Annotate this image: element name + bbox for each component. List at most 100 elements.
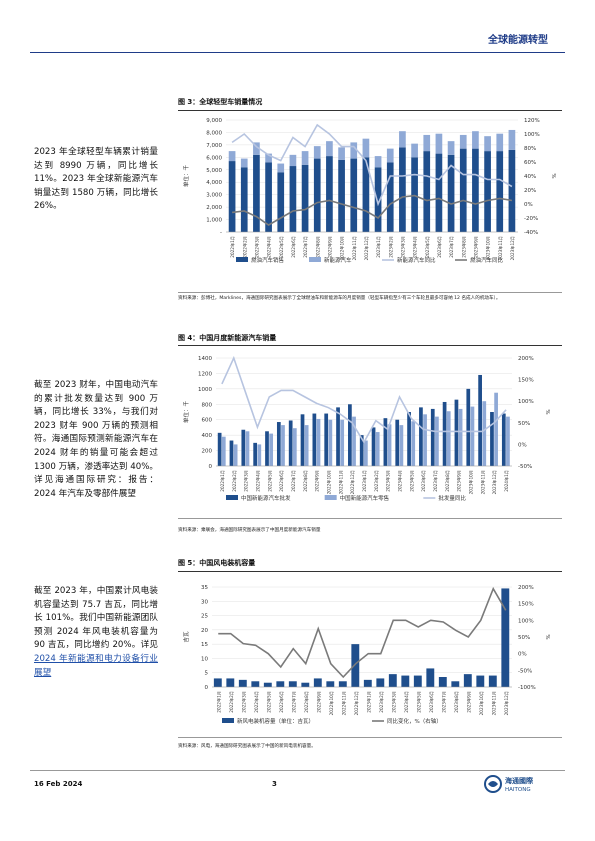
bar xyxy=(241,429,246,466)
bar xyxy=(226,678,235,687)
report-header-title: 全球能源转型 xyxy=(488,35,548,46)
bar xyxy=(350,142,358,159)
paragraph-china-wind-text: 截至 2023 年，中国累计风电装机容量达到 75.7 吉瓦，同比增长 101%… xyxy=(34,586,158,651)
x-tick-label: 2022年4月 xyxy=(266,236,273,258)
wind-outlook-link[interactable]: 2024 年新能源和电力设备行业展望 xyxy=(34,653,158,678)
bar xyxy=(423,151,431,232)
bar xyxy=(253,142,260,155)
y-axis-label: 单位：千 xyxy=(182,401,190,424)
y-tick-label: 1,000 xyxy=(206,218,222,224)
x-tick-label: 2022年7月 xyxy=(290,691,297,713)
x-tick-label: 2023年9月 xyxy=(472,236,479,258)
bar xyxy=(490,412,494,466)
bar xyxy=(359,435,364,466)
x-tick-label: 2023年10月 xyxy=(485,236,492,260)
x-tick-label: 2022年2月 xyxy=(241,236,248,258)
y-tick-label: 20 xyxy=(201,628,208,634)
haitong-logo: 海通國際 HAITONG xyxy=(483,773,563,795)
y-tick-label: 5 xyxy=(205,671,209,677)
x-tick-label: 2022年5月 xyxy=(278,236,285,258)
footer-date: 16 Feb 2024 xyxy=(34,780,83,788)
bar xyxy=(312,413,317,466)
bar xyxy=(488,675,497,687)
bar xyxy=(411,421,416,466)
x-tick-label: 2022年12月 xyxy=(363,236,370,260)
bar xyxy=(386,162,394,232)
bar xyxy=(463,674,472,687)
bar xyxy=(508,149,516,232)
x-tick-label: 2023年2月 xyxy=(378,691,385,713)
bar xyxy=(399,425,404,466)
y2-tick-label: 150% xyxy=(518,602,534,608)
x-tick-label: 2022年6月 xyxy=(290,236,297,258)
bar xyxy=(423,134,431,152)
x-tick-label: 2022年9月 xyxy=(315,691,322,713)
x-tick-label: 2023年1月 xyxy=(375,236,382,258)
bar xyxy=(383,418,388,466)
y-tick-label: - xyxy=(220,230,222,236)
bar xyxy=(401,675,410,687)
figure-5-source: 资料来源：风电，海通国际研究图表展示了中国的新风电装机容量。 xyxy=(178,744,316,749)
y-tick-label: 0 xyxy=(209,464,213,470)
y-tick-label: 400 xyxy=(202,433,213,439)
legend-label: 新能源汽车同比 xyxy=(397,256,436,264)
bar xyxy=(438,677,447,687)
bar xyxy=(496,151,504,232)
bar xyxy=(316,418,321,466)
bar xyxy=(265,162,272,232)
bar xyxy=(387,424,392,466)
bar xyxy=(395,419,400,466)
x-tick-label: 2022年1月 xyxy=(229,236,236,258)
x-tick-label: 2023年8月 xyxy=(444,470,451,492)
x-tick-label: 2022年6月 xyxy=(278,470,285,492)
x-tick-label: 2022年9月 xyxy=(314,470,321,492)
x-tick-label: 2023年4月 xyxy=(397,470,404,492)
x-tick-label: 2022年1月 xyxy=(215,691,222,713)
bar xyxy=(265,153,272,163)
x-tick-label: 2023年3月 xyxy=(399,236,406,258)
y-tick-label: 800 xyxy=(202,402,213,408)
bar xyxy=(238,679,247,687)
bar xyxy=(413,675,422,687)
y2-tick-label: 20% xyxy=(524,188,536,194)
x-tick-label: 2022年3月 xyxy=(243,470,250,492)
y2-axis-label: % xyxy=(550,173,556,178)
y-tick-label: 9,000 xyxy=(206,118,222,124)
y2-tick-label: 100% xyxy=(518,618,534,624)
y2-tick-label: 0% xyxy=(524,202,533,208)
series-line xyxy=(231,123,513,207)
x-tick-label: 2022年10月 xyxy=(325,470,332,494)
y-tick-label: 30 xyxy=(201,599,208,605)
y2-tick-label: 60% xyxy=(524,160,536,166)
bar xyxy=(348,404,352,466)
series-line xyxy=(231,194,513,226)
bar xyxy=(476,675,485,687)
bar xyxy=(447,154,455,232)
y2-tick-label: 200% xyxy=(518,356,534,362)
bar xyxy=(435,153,443,232)
bar xyxy=(221,436,226,466)
x-tick-label: 2023年4月 xyxy=(412,236,419,258)
y2-tick-label: 150% xyxy=(518,378,534,384)
figure-3-source: 资料来源：彭博社，Marklines，海通国际研究图表展示了全球燃油车和新能源车… xyxy=(178,296,501,301)
x-tick-label: 2023年12月 xyxy=(491,470,498,494)
x-tick-label: 2022年5月 xyxy=(265,691,272,713)
x-tick-label: 2023年6月 xyxy=(420,470,427,492)
y-tick-label: 5,000 xyxy=(206,168,222,174)
y-tick-label: 4,000 xyxy=(206,180,222,186)
bar xyxy=(364,440,368,466)
bar xyxy=(362,138,370,158)
bar xyxy=(494,392,498,466)
bar xyxy=(442,401,447,466)
bar xyxy=(496,133,504,152)
y2-tick-label: -100% xyxy=(518,685,536,691)
bar xyxy=(351,644,360,687)
y2-tick-label: 40% xyxy=(524,174,536,180)
bar xyxy=(338,681,347,687)
figure-4-title: 图 4：中国月度新能源汽车销量 xyxy=(178,334,277,342)
bar xyxy=(340,419,345,466)
bar xyxy=(472,131,479,149)
x-tick-label: 2022年9月 xyxy=(326,236,333,258)
y-tick-label: 600 xyxy=(202,418,213,424)
series-line xyxy=(218,586,507,679)
